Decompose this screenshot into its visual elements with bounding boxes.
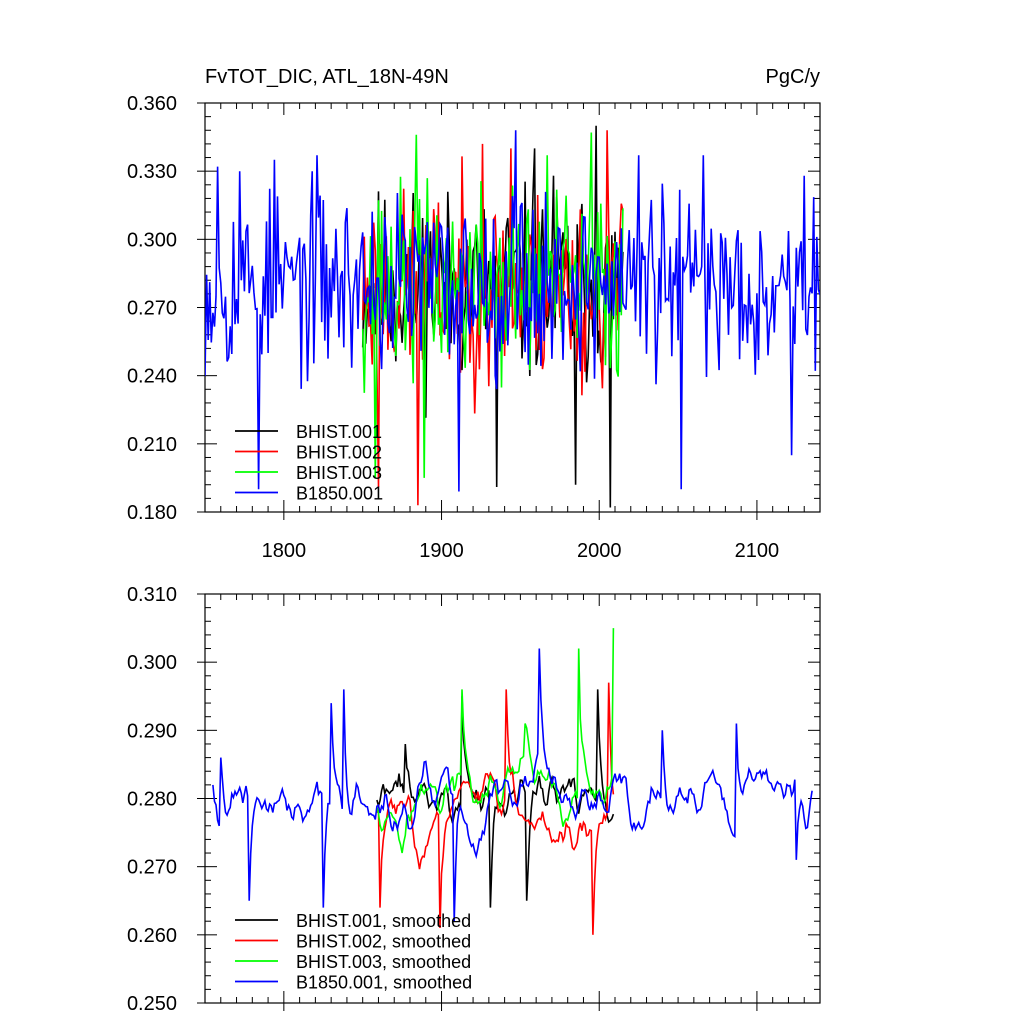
bottom-panel: 0.250 0.260 0.270 0.280 0.290 0.300 0.310 BHIST… (127, 584, 821, 1015)
y-tick-label: 0.310 (127, 584, 177, 606)
y-tick-label: 0.270 (127, 857, 177, 879)
y-tick-label: 0.280 (127, 789, 177, 811)
x-tick-label: 2100 (735, 540, 780, 562)
units-label: PgC/y (766, 66, 820, 88)
legend-label: B1850.001, smoothed (296, 973, 472, 993)
y-tick-label: 0.260 (127, 925, 177, 947)
x-tick-label: 1800 (262, 540, 307, 562)
chart-title: FvTOT_DIC, ATL_18N-49N (205, 66, 449, 88)
y-tick-label: 0.330 (127, 161, 177, 183)
series-line-b1850-001 (205, 130, 820, 492)
y-tick-label: 0.210 (127, 434, 177, 456)
y-tick-label: 0.300 (127, 652, 177, 674)
series-line-bhist-002-smoothed (376, 682, 615, 935)
legend-label: BHIST.003 (296, 463, 382, 483)
y-tick-label: 0.360 (127, 93, 177, 115)
legend-label: B1850.001 (296, 484, 383, 504)
top-panel: FvTOT_DIC, ATL_18N-49N PgC/y 0.180 0.210 0… (127, 66, 821, 562)
series-line-b1850-001-smoothed (212, 648, 813, 922)
y-tick-label: 0.180 (127, 502, 177, 524)
legend-label: BHIST.003, smoothed (296, 952, 471, 972)
y-tick-label: 0.250 (127, 993, 177, 1015)
legend-label: BHIST.001, smoothed (296, 911, 471, 931)
x-tick-label: 2000 (577, 540, 622, 562)
legend-label: BHIST.002, smoothed (296, 932, 471, 952)
y-tick-label: 0.270 (127, 298, 177, 320)
y-tick-label: 0.300 (127, 229, 177, 251)
y-tick-label: 0.240 (127, 366, 177, 388)
legend-label: BHIST.001 (296, 422, 382, 442)
x-tick-label: 1900 (419, 540, 464, 562)
y-tick-label: 0.290 (127, 720, 177, 742)
legend-label: BHIST.002 (296, 443, 382, 463)
